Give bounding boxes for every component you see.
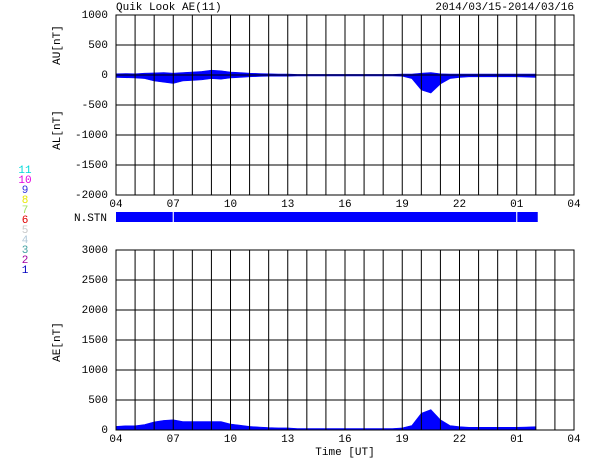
station-span: [173, 212, 517, 222]
x-tick-label: 13: [281, 434, 294, 446]
y-tick-label: 3000: [82, 245, 108, 257]
x-tick-label: 22: [453, 199, 466, 211]
station-number: 6: [22, 215, 29, 227]
station-number: 11: [18, 165, 32, 177]
x-tick-label: 16: [338, 434, 351, 446]
y-tick-label: 0: [101, 425, 108, 437]
x-axis-label: Time [UT]: [315, 447, 374, 459]
y-tick-label: 2500: [82, 275, 108, 287]
station-number: 7: [22, 205, 29, 217]
chart-title: Quik Look AE(11): [116, 2, 222, 14]
x-tick-label: 04: [109, 199, 123, 211]
y-tick-label: 1000: [82, 10, 108, 22]
area: [115, 69, 537, 76]
station-span: [116, 212, 173, 222]
y-tick-label: 0: [101, 70, 108, 82]
x-tick-label: 04: [567, 199, 581, 211]
area: [115, 74, 537, 94]
y-tick-label: -1500: [75, 160, 108, 172]
x-tick-label: 16: [338, 199, 351, 211]
y-tick-label: 1500: [82, 335, 108, 347]
x-tick-label: 07: [167, 199, 180, 211]
y-tick-label: -1000: [75, 130, 108, 142]
strip-label: N.STN: [74, 213, 107, 225]
x-tick-label: 19: [396, 434, 409, 446]
y-tick-label: 2000: [82, 305, 108, 317]
y-tick-label: 1000: [82, 365, 108, 377]
x-tick-label: 13: [281, 199, 294, 211]
station-number: 4: [22, 235, 29, 247]
y-axis-label: AE[nT]: [52, 322, 64, 362]
x-tick-label: 07: [167, 434, 180, 446]
station-number: 2: [22, 255, 29, 267]
x-tick-label: 22: [453, 434, 466, 446]
area: [115, 409, 537, 431]
x-tick-label: 10: [224, 199, 237, 211]
x-tick-label: 01: [510, 199, 524, 211]
station-number: 8: [22, 195, 29, 207]
y-tick-label: 500: [88, 40, 108, 52]
date-range: 2014/03/15-2014/03/16: [435, 2, 574, 14]
station-number: 5: [22, 225, 29, 237]
x-tick-label: 10: [224, 434, 237, 446]
x-tick-label: 01: [510, 434, 524, 446]
station-span: [517, 212, 538, 222]
plot-frame: [115, 249, 575, 431]
y-axis-label: AL[nT]: [52, 110, 64, 150]
station-number: 1: [22, 265, 29, 277]
station-number: 3: [22, 245, 29, 257]
station-number: 9: [22, 185, 29, 197]
x-tick-label: 19: [396, 199, 409, 211]
y-tick-label: 500: [88, 395, 108, 407]
y-tick-label: -2000: [75, 190, 108, 202]
station-number: 10: [18, 175, 31, 187]
x-tick-label: 04: [567, 434, 581, 446]
x-tick-label: 04: [109, 434, 123, 446]
plot-frame: [115, 14, 575, 196]
y-tick-label: -500: [82, 100, 108, 112]
y-axis-label: AU[nT]: [52, 25, 64, 65]
